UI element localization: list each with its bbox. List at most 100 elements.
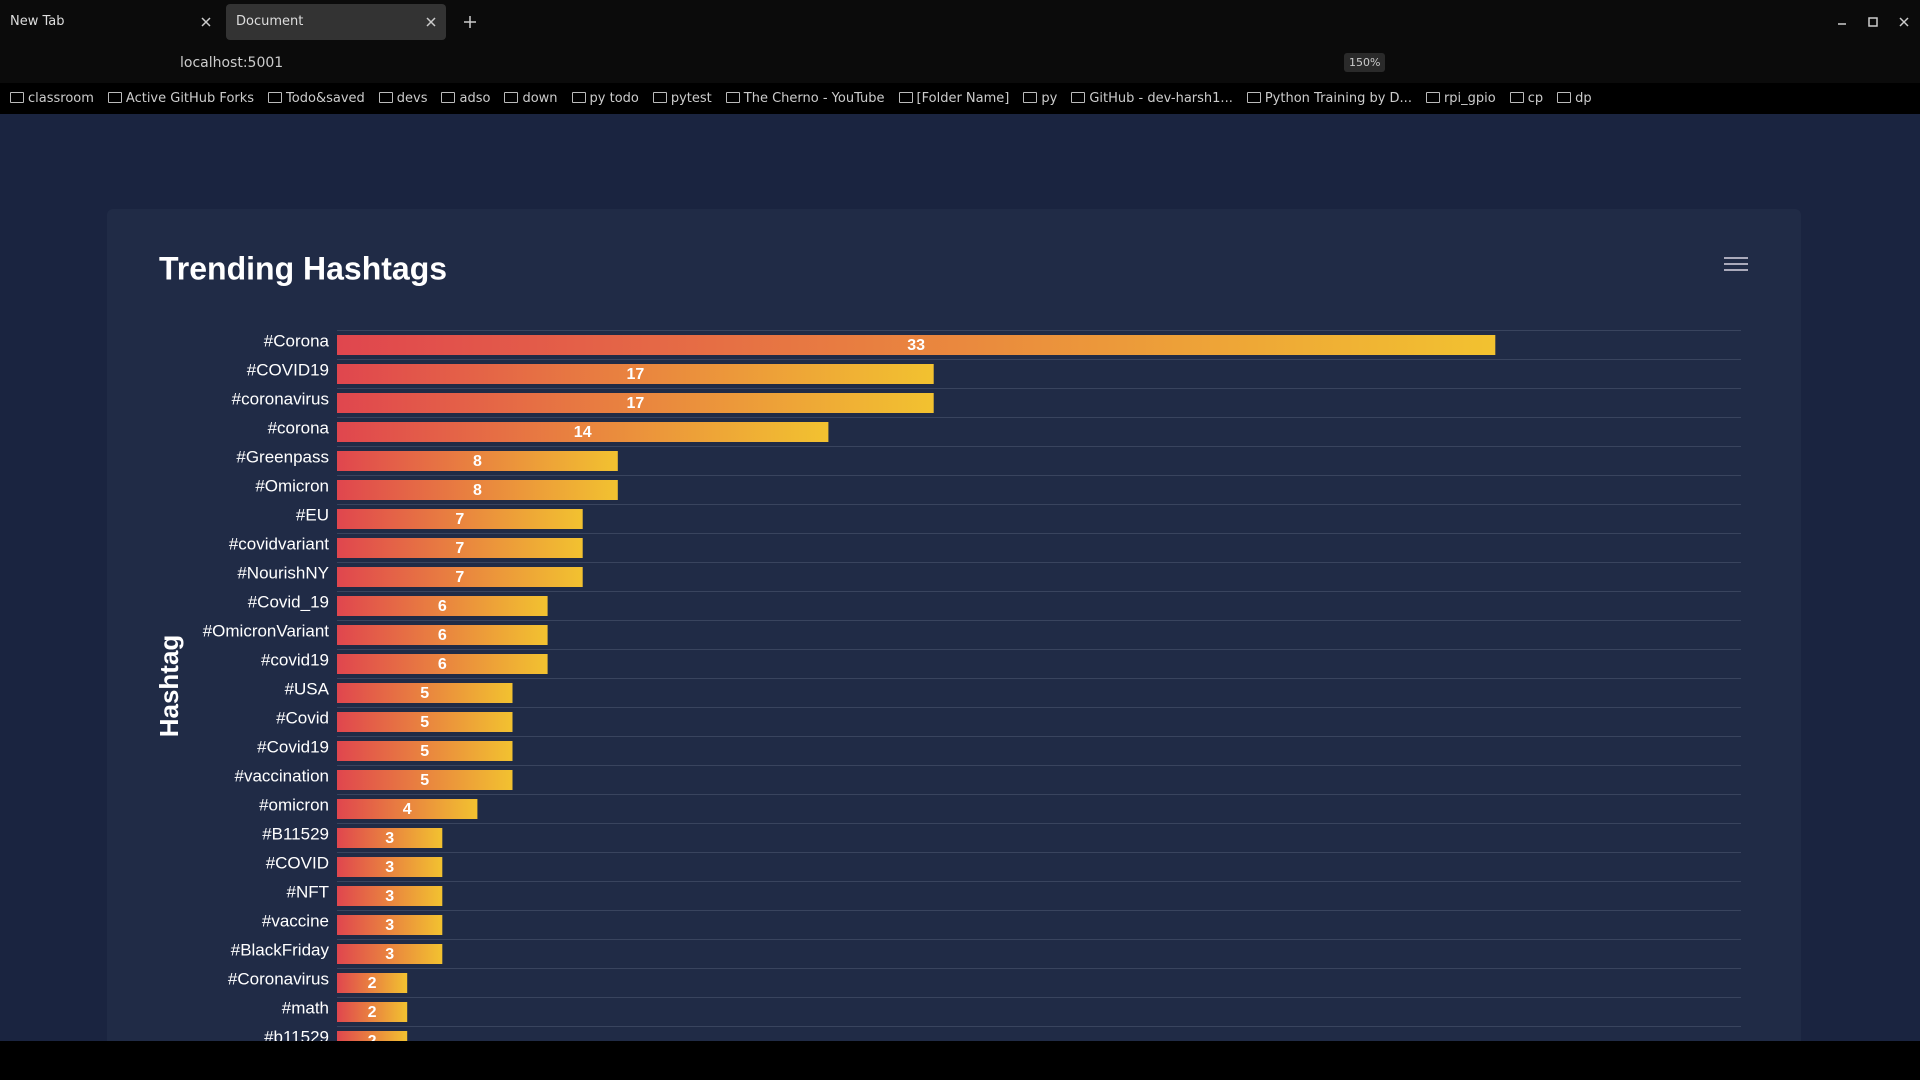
- bar: [337, 770, 513, 790]
- bar: [337, 683, 513, 703]
- bar: [337, 480, 618, 500]
- y-tick-label: #Coronavirus: [228, 969, 329, 988]
- y-tick-label: #math: [282, 998, 329, 1017]
- bookmark[interactable]: Python Training by D...: [1247, 91, 1412, 106]
- y-tick-label: #b11529: [264, 1027, 329, 1041]
- bookmark[interactable]: down: [504, 91, 557, 106]
- value-label: 6: [438, 656, 447, 673]
- bookmark[interactable]: [Folder Name]: [899, 91, 1010, 106]
- bookmark[interactable]: py todo: [572, 91, 639, 106]
- page-content: Trending Hashtags Hashtag #Corona 33 #COVI…: [0, 114, 1920, 1041]
- value-label: 3: [385, 859, 394, 876]
- bar: [337, 886, 443, 906]
- bar: [337, 973, 408, 993]
- tab[interactable]: New Tab: [10, 14, 65, 29]
- value-label: 7: [455, 511, 464, 528]
- chart: Trending Hashtags Hashtag #Corona 33#COVI…: [107, 209, 1801, 1041]
- value-label: 8: [473, 453, 482, 470]
- bar: [337, 712, 513, 732]
- bar: [337, 393, 934, 413]
- value-label: 3: [385, 888, 394, 905]
- value-label: 2: [368, 975, 377, 992]
- bookmark[interactable]: devs: [379, 91, 428, 106]
- value-label: 5: [420, 743, 429, 760]
- y-tick-label: #coronavirus: [232, 389, 329, 408]
- value-label: 3: [385, 917, 394, 934]
- bar: [337, 422, 829, 442]
- bookmark[interactable]: classroom: [10, 91, 94, 106]
- y-tick-label: #EU: [296, 505, 329, 524]
- y-tick-label: #covid19: [261, 650, 329, 669]
- bar: [337, 335, 1496, 355]
- y-tick-label: #corona: [268, 418, 330, 437]
- value-label: 6: [438, 598, 447, 615]
- y-tick-label: #Covid_19: [248, 592, 329, 611]
- bookmark[interactable]: cp: [1510, 91, 1543, 106]
- bookmark[interactable]: pytest: [653, 91, 712, 106]
- y-tick-label: #COVID19: [247, 360, 329, 379]
- value-label: 17: [626, 395, 644, 412]
- y-tick-label: #BlackFriday: [231, 940, 330, 959]
- bar: [337, 857, 443, 877]
- tab-bar: New Tab Document: [0, 0, 1920, 44]
- value-label: 3: [385, 830, 394, 847]
- bookmark[interactable]: Todo&saved: [268, 91, 365, 106]
- value-label: 5: [420, 685, 429, 702]
- bar: [337, 364, 934, 384]
- value-label: 2: [368, 1004, 377, 1021]
- bar: [337, 828, 443, 848]
- value-label: 8: [473, 482, 482, 499]
- bar: [337, 944, 443, 964]
- bookmark[interactable]: dp: [1557, 91, 1592, 106]
- value-label: 3: [385, 946, 394, 963]
- y-tick-label: #Covid: [276, 708, 329, 727]
- bar: [337, 596, 548, 616]
- bookmark[interactable]: GitHub - dev-harsh1...: [1071, 91, 1233, 106]
- y-tick-label: #B11529: [262, 824, 329, 843]
- bar: [337, 567, 583, 587]
- value-label: 17: [626, 366, 644, 383]
- bookmark[interactable]: adso: [441, 91, 490, 106]
- bar: [337, 915, 443, 935]
- menu-icon[interactable]: [1724, 257, 1748, 271]
- y-tick-label: #vaccination: [234, 766, 329, 785]
- bar: [337, 625, 548, 645]
- value-label: 14: [574, 424, 592, 441]
- y-axis-label: Hashtag: [154, 635, 184, 738]
- tab[interactable]: Document: [226, 4, 446, 40]
- y-tick-label: #covidvariant: [229, 534, 329, 553]
- y-tick-label: #Omicron: [255, 476, 329, 495]
- bookmark[interactable]: Active GitHub Forks: [108, 91, 254, 106]
- bar: [337, 1031, 408, 1041]
- value-label: 5: [420, 772, 429, 789]
- value-label: 2: [368, 1033, 377, 1041]
- bookmarks-bar: classroom Active GitHub Forks Todo&saved de…: [10, 83, 1592, 114]
- toolbar: localhost:5001 150%: [0, 44, 1920, 83]
- bookmark[interactable]: py: [1023, 91, 1057, 106]
- y-tick-label: #OmicronVariant: [203, 621, 330, 640]
- bookmark[interactable]: The Cherno - YouTube: [726, 91, 885, 106]
- y-tick-label: #NourishNY: [237, 563, 329, 582]
- bar: [337, 799, 478, 819]
- bar: [337, 1002, 408, 1022]
- y-tick-label: #Greenpass: [236, 447, 329, 466]
- value-label: 4: [403, 801, 412, 818]
- value-label: 5: [420, 714, 429, 731]
- url-bar[interactable]: localhost:5001: [180, 55, 284, 71]
- bar: [337, 741, 513, 761]
- value-label: 6: [438, 627, 447, 644]
- value-label: 33: [907, 337, 925, 354]
- value-label: 7: [455, 569, 464, 586]
- bar: [337, 509, 583, 529]
- bar: [337, 654, 548, 674]
- y-tick-label: #NFT: [287, 882, 330, 901]
- bookmark[interactable]: rpi_gpio: [1426, 91, 1496, 106]
- y-tick-label: #omicron: [259, 795, 329, 814]
- y-tick-label: #USA: [285, 679, 330, 698]
- value-label: 7: [455, 540, 464, 557]
- y-tick-label: #COVID: [266, 853, 329, 872]
- chart-title: Trending Hashtags: [159, 250, 447, 286]
- zoom-level[interactable]: 150%: [1344, 53, 1386, 72]
- bar: [337, 451, 618, 471]
